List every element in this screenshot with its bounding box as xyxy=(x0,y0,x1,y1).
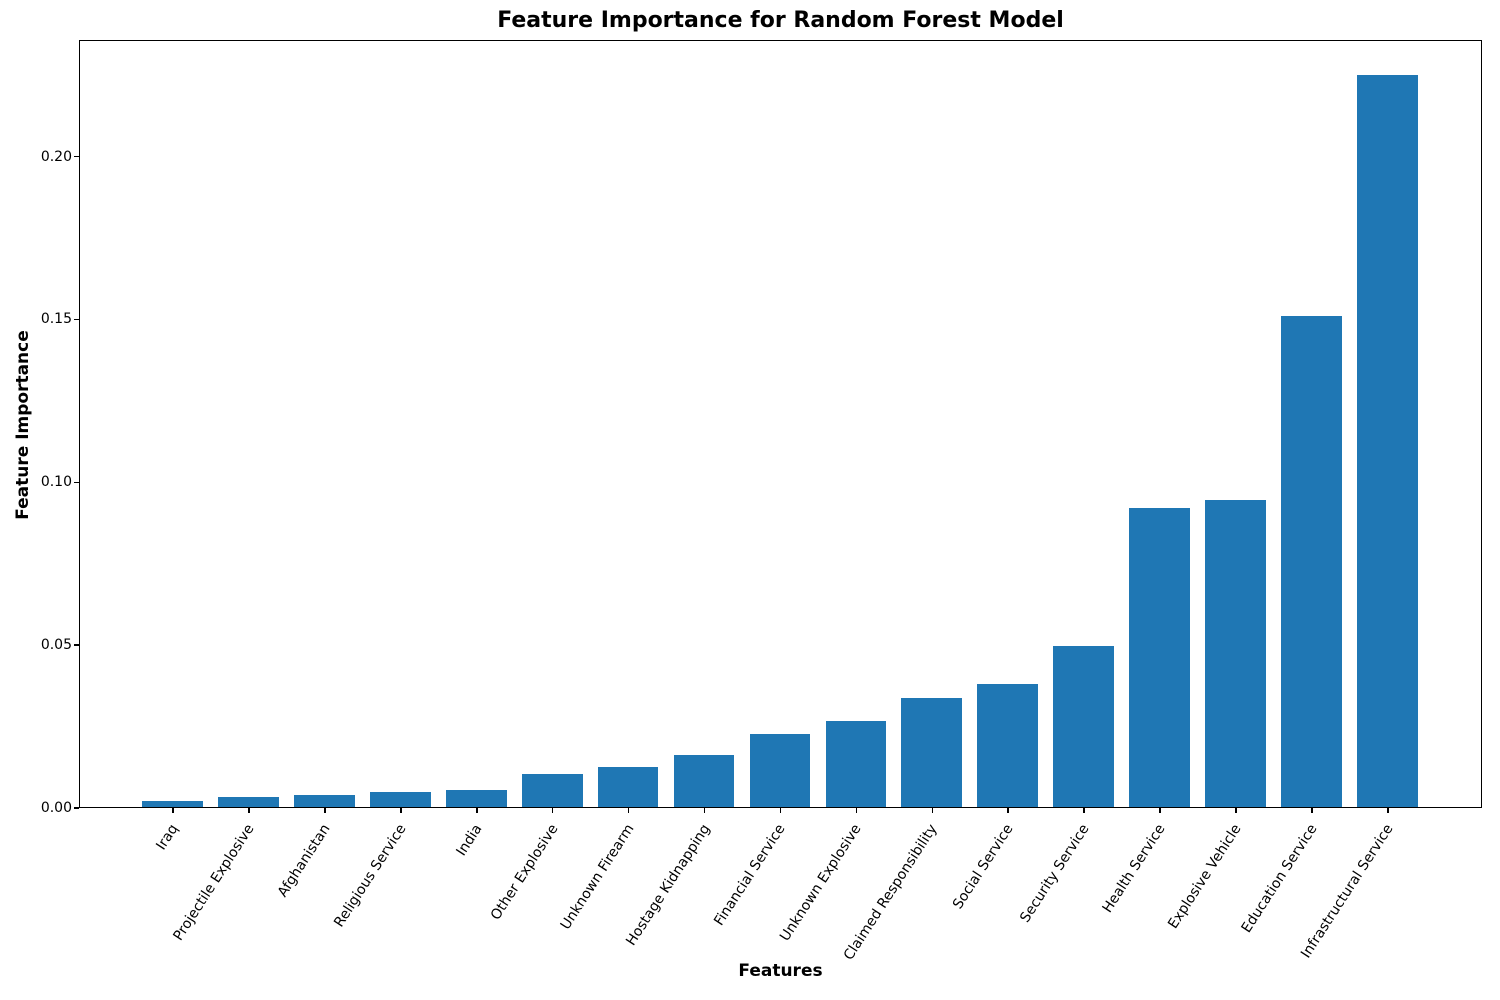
x-tick-label: Religious Service xyxy=(331,821,410,931)
y-tick-label: 0.20 xyxy=(40,148,72,165)
x-tick xyxy=(400,808,402,813)
y-tick xyxy=(74,481,79,484)
x-tick-label: Health Service xyxy=(1099,821,1169,916)
x-tick xyxy=(1083,808,1085,813)
bar xyxy=(142,801,203,807)
x-tick xyxy=(703,808,706,813)
y-tick-label: 0.05 xyxy=(40,637,72,654)
x-tick-label: Social Service xyxy=(950,821,1017,913)
x-tick xyxy=(931,808,934,813)
bar xyxy=(1281,316,1342,807)
bar xyxy=(521,773,583,807)
x-tick xyxy=(855,808,858,813)
x-tick xyxy=(1159,808,1161,813)
bar xyxy=(1129,508,1190,807)
bar xyxy=(1205,500,1266,807)
bar xyxy=(825,721,887,807)
x-tick xyxy=(1387,808,1389,813)
x-tick xyxy=(1007,808,1009,813)
x-tick xyxy=(172,808,174,813)
x-tick-label: Unknown Firearm xyxy=(557,821,638,933)
chart-title: Feature Importance for Random Forest Mod… xyxy=(497,8,1064,33)
x-tick-label: Security Service xyxy=(1017,821,1093,926)
x-tick xyxy=(476,808,478,813)
x-tick-label: Projectile Explosive xyxy=(170,821,258,944)
y-tick xyxy=(74,155,79,158)
bar xyxy=(749,734,811,807)
bar xyxy=(597,767,659,807)
y-tick xyxy=(74,807,79,809)
bar xyxy=(1356,75,1418,807)
x-tick xyxy=(551,808,554,813)
y-tick-label: 0.00 xyxy=(40,800,72,816)
bar xyxy=(370,792,431,807)
y-tick xyxy=(74,318,79,321)
x-tick-label: Explosive Vehicle xyxy=(1165,821,1245,932)
y-tick xyxy=(74,644,79,646)
x-tick-label: Iraq xyxy=(153,821,182,854)
y-tick-label: 0.10 xyxy=(40,474,72,491)
plot-area xyxy=(79,40,1482,808)
bar xyxy=(673,754,735,807)
x-tick-label: Afghanistan xyxy=(274,821,334,901)
bar xyxy=(977,683,1039,807)
x-tick-label: Financial Service xyxy=(711,821,790,929)
x-axis-label: Features xyxy=(738,961,823,981)
x-tick xyxy=(248,808,250,813)
x-tick xyxy=(1235,808,1237,813)
bar xyxy=(294,794,355,807)
x-tick-label: Hostage Kidnapping xyxy=(622,821,714,949)
x-tick-label: India xyxy=(453,821,486,859)
y-tick-label: 0.15 xyxy=(40,311,72,328)
x-tick-label: Education Service xyxy=(1238,821,1321,936)
bar xyxy=(218,796,279,807)
bar xyxy=(445,790,507,807)
x-tick-label: Other Explosive xyxy=(487,821,562,924)
x-tick-label: Unknown Explosive xyxy=(777,821,865,945)
x-tick xyxy=(324,808,326,813)
x-tick xyxy=(1311,808,1313,813)
y-axis-label: Feature Importance xyxy=(13,330,33,520)
x-tick xyxy=(779,808,782,813)
x-tick-label: Claimed Responsibility xyxy=(841,821,941,964)
x-tick-label: Infrastructural Service xyxy=(1297,821,1397,962)
bar xyxy=(1053,646,1114,807)
bar xyxy=(901,698,963,807)
x-tick xyxy=(627,808,630,813)
